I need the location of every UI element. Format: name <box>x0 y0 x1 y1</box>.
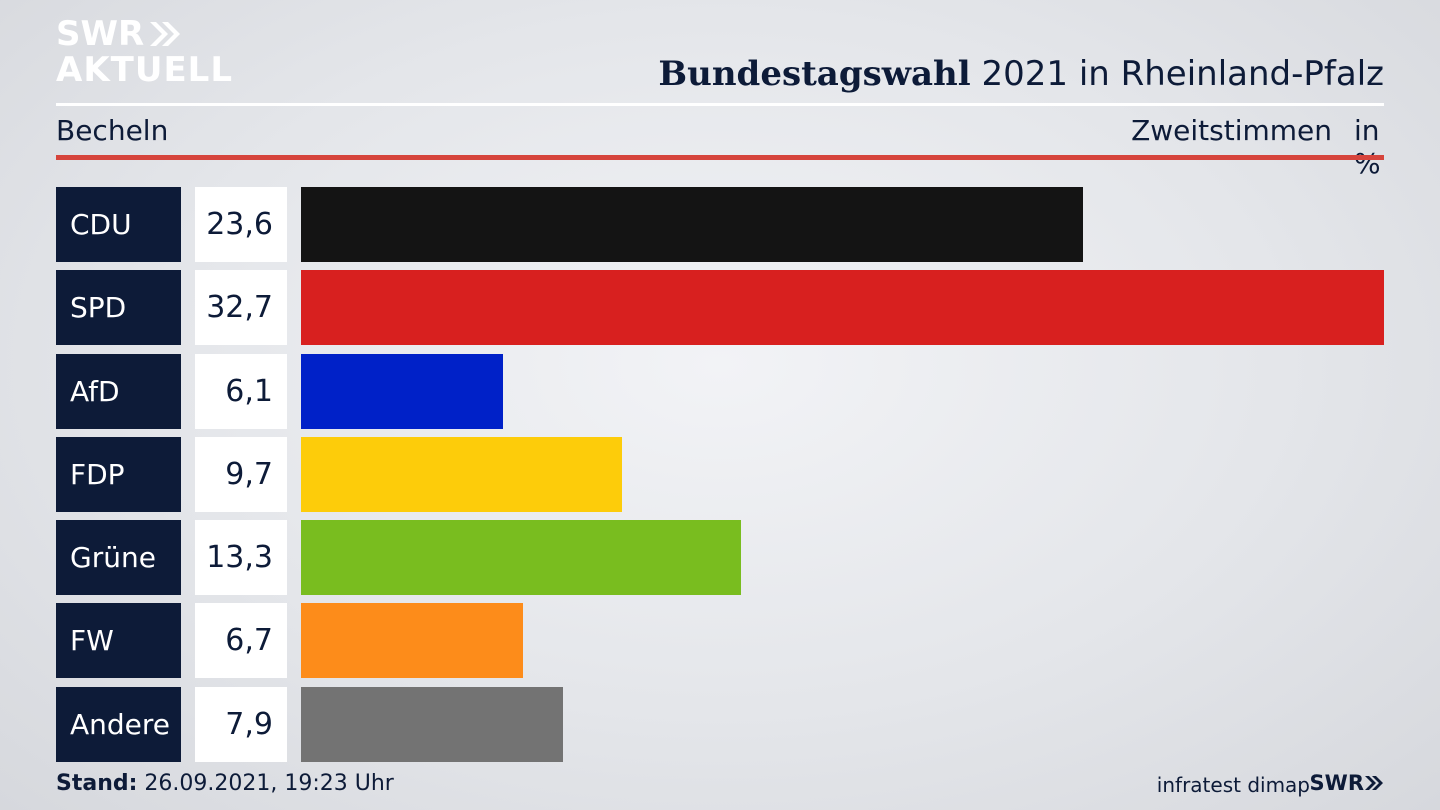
value-label: 9,7 <box>195 436 287 512</box>
title-rest: 2021 in Rheinland-Pfalz <box>970 54 1384 94</box>
page-title: Bundestagswahl 2021 in Rheinland-Pfalz <box>658 54 1384 94</box>
swr-footer-logo: SWR <box>1310 771 1384 795</box>
party-label: CDU <box>56 187 181 262</box>
title-bold: Bundestagswahl <box>658 54 971 94</box>
location-label: Becheln <box>56 114 169 147</box>
accent-divider <box>56 155 1384 160</box>
value-label: 6,7 <box>195 603 287 679</box>
stand-value: 26.09.2021, 19:23 Uhr <box>137 771 394 796</box>
logo-swr-text: SWR <box>56 14 145 54</box>
bar-chart: CDU 23,6 SPD 32,7 AfD 6,1 FDP 9,7 Grüne 13,3 FW 6,7… <box>56 187 1384 770</box>
party-label: FW <box>56 603 181 679</box>
header-divider <box>56 103 1384 106</box>
metric-label: Zweitstimmen <box>1131 114 1332 147</box>
chart-row: FDP 9,7 <box>56 436 1384 512</box>
source-label: infratest dimap <box>1156 773 1310 797</box>
timestamp: Stand: 26.09.2021, 19:23 Uhr <box>56 771 394 796</box>
stand-label: Stand: <box>56 771 138 796</box>
chart-row: SPD 32,7 <box>56 270 1384 346</box>
value-label: 32,7 <box>195 270 287 346</box>
chart-row: CDU 23,6 <box>56 187 1384 262</box>
small-double-chevron-icon <box>1365 776 1383 790</box>
value-label: 6,1 <box>195 353 287 429</box>
bar <box>301 686 563 762</box>
chart-row: AfD 6,1 <box>56 353 1384 429</box>
party-label: AfD <box>56 353 181 429</box>
swr-footer-text: SWR <box>1309 771 1364 795</box>
logo-aktuell-text: AKTUELL <box>56 50 234 90</box>
double-chevron-icon <box>148 20 182 48</box>
chart-row: Grüne 13,3 <box>56 520 1384 596</box>
value-label: 23,6 <box>195 187 287 262</box>
chart-row: Andere 7,9 <box>56 686 1384 762</box>
bar <box>301 436 622 512</box>
bar <box>301 353 503 429</box>
bar <box>301 270 1384 346</box>
swr-aktuell-logo: SWR AKTUELL <box>56 16 233 88</box>
party-label: FDP <box>56 436 181 512</box>
party-label: Andere <box>56 686 181 762</box>
unit-label: in % <box>1354 114 1381 180</box>
chart-row: FW 6,7 <box>56 603 1384 679</box>
value-label: 7,9 <box>195 686 287 762</box>
bar <box>301 520 741 596</box>
party-label: SPD <box>56 270 181 346</box>
bar <box>301 603 523 679</box>
party-label: Grüne <box>56 520 181 596</box>
bar <box>301 187 1083 262</box>
value-label: 13,3 <box>195 520 287 596</box>
